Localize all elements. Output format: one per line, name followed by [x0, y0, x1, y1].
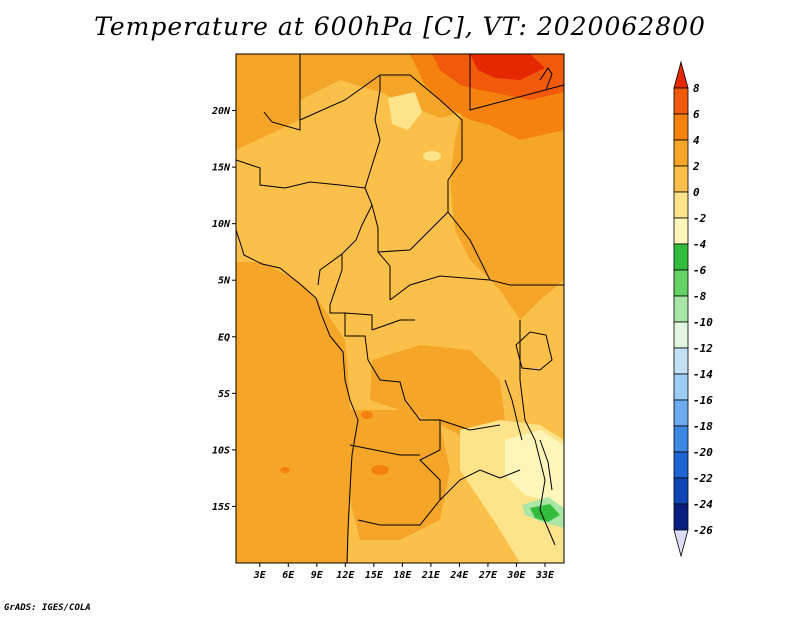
- colorbar-swatch: [673, 425, 689, 453]
- colorbar-label: -4: [693, 238, 707, 251]
- coastlines-and-borders: [236, 54, 564, 563]
- field-east-2to4: [450, 95, 564, 320]
- colorbar-label: 8: [693, 82, 700, 95]
- colorbar-label: -6: [693, 264, 707, 277]
- colorbar-label: -8: [693, 290, 707, 303]
- colorbar-swatch: [673, 269, 689, 297]
- colorbar-swatch: [673, 139, 689, 167]
- colorbar-label: 6: [693, 108, 700, 121]
- field-congo-2to4: [370, 345, 505, 440]
- y-axis: 20N 15N 10N 5N EQ 5S 10S 15S: [211, 106, 236, 513]
- field-pocket-c: [361, 411, 373, 419]
- red-sea: [539, 67, 553, 91]
- x-tick-label: 30E: [506, 570, 526, 581]
- colorbar-swatch: [673, 87, 689, 115]
- field-ocean-2to4: [236, 54, 355, 563]
- y-tick-label: 15S: [212, 502, 230, 513]
- colorbar-label: -26: [693, 524, 713, 537]
- colorbar-label: -24: [693, 498, 713, 511]
- field-sudan-cool: [423, 151, 441, 161]
- x-tick-label: 21E: [421, 570, 441, 581]
- colorbar-label: 2: [692, 160, 700, 173]
- colorbar-label: -10: [693, 316, 713, 329]
- colorbar-label: -16: [693, 394, 713, 407]
- grads-credit: GrADS: IGES/COLA: [4, 603, 91, 613]
- colorbar-swatch: [673, 217, 689, 245]
- x-axis: 3E 6E 9E 12E 15E 18E 21E 24E 27E 30E 33E: [253, 563, 555, 581]
- x-tick-label: 18E: [393, 570, 412, 581]
- colorbar-swatch: [673, 191, 689, 219]
- colorbar-label: -20: [693, 446, 713, 459]
- colorbar-bottom-triangle: [673, 529, 689, 558]
- colorbar-label: -14: [693, 368, 713, 381]
- x-tick-label: 9E: [311, 570, 324, 581]
- y-tick-label: 10S: [212, 445, 230, 456]
- colorbar-swatch: [673, 503, 689, 531]
- colorbar-swatch: [673, 451, 689, 479]
- colorbar-swatch: [673, 321, 689, 349]
- chart-title: Temperature at 600hPa [C], VT: 202006280…: [94, 12, 706, 41]
- colorbar: 8 6 4 2 0 -2 -4 -6 -8 -10 -12 -14 -16 -18 -20 -22 -24 -26: [673, 60, 713, 558]
- x-tick-label: 33E: [535, 570, 555, 581]
- lake-victoria: [515, 331, 553, 371]
- y-tick-label: 10N: [212, 219, 231, 230]
- y-tick-label: 15N: [212, 163, 231, 174]
- colorbar-swatch: [673, 295, 689, 323]
- y-tick-label: 20N: [211, 106, 231, 117]
- x-tick-label: 3E: [253, 570, 267, 581]
- field-pocket-b: [371, 465, 389, 475]
- colorbar-label: -2: [693, 212, 707, 225]
- colorbar-label: 4: [693, 134, 700, 147]
- x-tick-label: 12E: [336, 570, 355, 581]
- field-pocket-a: [280, 467, 290, 473]
- coastline-west-africa: [236, 229, 359, 563]
- colorbar-swatch: [673, 373, 689, 401]
- colorbar-swatch: [673, 165, 689, 193]
- field-ne-8plus: [470, 54, 545, 80]
- x-tick-label: 27E: [478, 570, 498, 581]
- colorbar-swatch: [673, 399, 689, 427]
- colorbar-label: -18: [693, 420, 713, 433]
- y-tick-label: 5S: [218, 389, 230, 400]
- temperature-field: [236, 54, 564, 563]
- colorbar-swatch: [673, 477, 689, 505]
- colorbar-swatch: [673, 347, 689, 375]
- field-angola-2to4: [350, 410, 450, 540]
- x-tick-label: 6E: [282, 570, 295, 581]
- lake-malawi: [539, 439, 553, 491]
- lake-tanganyika: [504, 379, 523, 441]
- field-se-neg2to0: [505, 430, 564, 520]
- field-se-neg6to4: [530, 504, 560, 522]
- colorbar-label: -12: [693, 342, 713, 355]
- x-tick-label: 24E: [449, 570, 469, 581]
- map-frame: [235, 53, 565, 564]
- colorbar-label: 0: [693, 186, 700, 199]
- field-libya-0to2: [388, 92, 422, 130]
- colorbar-label: -22: [693, 472, 713, 485]
- colorbar-top-triangle: [673, 60, 689, 89]
- colorbar-swatch: [673, 113, 689, 141]
- x-tick-label: 15E: [365, 570, 384, 581]
- colorbar-swatch: [673, 243, 689, 271]
- y-tick-label: 5N: [218, 276, 231, 287]
- border-lines: [236, 54, 564, 546]
- y-tick-label: EQ: [218, 332, 230, 343]
